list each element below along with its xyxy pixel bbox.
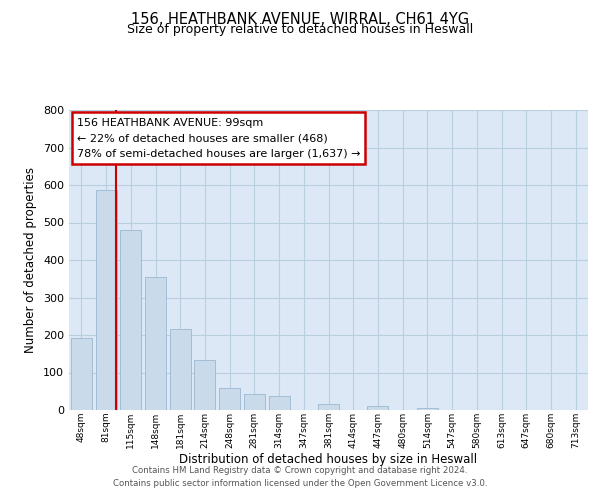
X-axis label: Distribution of detached houses by size in Heswall: Distribution of detached houses by size … xyxy=(179,454,478,466)
Y-axis label: Number of detached properties: Number of detached properties xyxy=(25,167,37,353)
Bar xyxy=(269,396,290,410)
Text: Size of property relative to detached houses in Heswall: Size of property relative to detached ho… xyxy=(127,22,473,36)
Bar xyxy=(367,406,388,410)
Text: 156, HEATHBANK AVENUE, WIRRAL, CH61 4YG: 156, HEATHBANK AVENUE, WIRRAL, CH61 4YG xyxy=(131,12,469,28)
Bar xyxy=(95,190,116,410)
Bar xyxy=(417,408,438,410)
Bar xyxy=(219,388,240,410)
Bar xyxy=(71,338,92,410)
Bar xyxy=(244,394,265,410)
Text: 156 HEATHBANK AVENUE: 99sqm
← 22% of detached houses are smaller (468)
78% of se: 156 HEATHBANK AVENUE: 99sqm ← 22% of det… xyxy=(77,118,360,158)
Bar xyxy=(194,360,215,410)
Bar xyxy=(318,404,339,410)
Bar xyxy=(120,230,141,410)
Text: Contains HM Land Registry data © Crown copyright and database right 2024.
Contai: Contains HM Land Registry data © Crown c… xyxy=(113,466,487,487)
Bar xyxy=(145,277,166,410)
Bar xyxy=(170,328,191,410)
